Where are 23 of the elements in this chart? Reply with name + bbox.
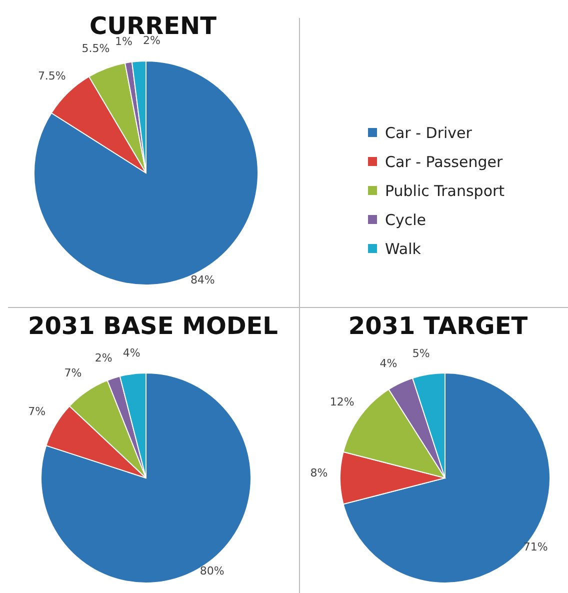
pie-slice (34, 60, 258, 286)
legend-label: Walk (385, 240, 421, 258)
data-label: 12% (330, 395, 354, 408)
data-label: 8% (310, 466, 328, 480)
data-label: 2% (143, 34, 160, 47)
legend-label: Cycle (385, 210, 426, 228)
data-label: 84% (190, 274, 215, 287)
data-label: 7% (64, 366, 82, 380)
data-label: 7.5% (38, 70, 66, 83)
data-label: 1% (115, 35, 132, 48)
chart-title: 2031 TARGET (347, 312, 529, 340)
chart-title: 2031 BASE MODEL (27, 312, 279, 340)
data-label: 2% (94, 351, 112, 364)
legend-label: Car - Passenger (385, 152, 503, 170)
data-label: 4% (122, 346, 140, 360)
data-label: 7% (28, 404, 46, 418)
legend-label: Car - Driver (385, 124, 472, 142)
legend-label: Public Transport (385, 182, 505, 200)
data-label: 80% (200, 564, 224, 578)
data-label: 71% (523, 540, 548, 554)
data-label: 5% (412, 346, 430, 360)
data-label: 5.5% (82, 42, 110, 55)
data-label: 4% (380, 357, 398, 370)
